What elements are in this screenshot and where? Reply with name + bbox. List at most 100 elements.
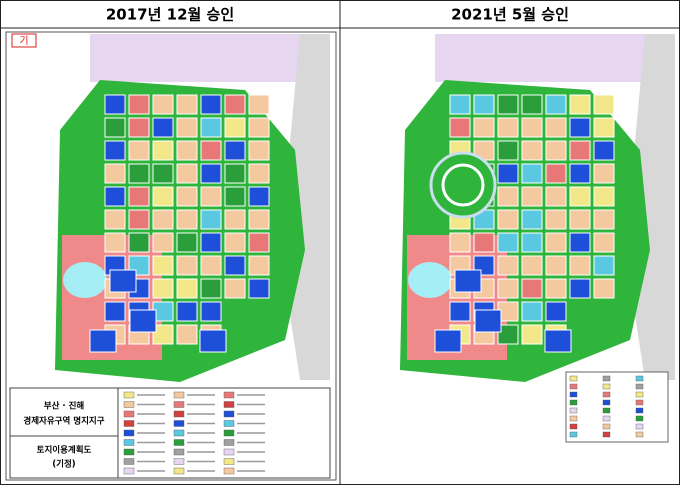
land-block — [593, 232, 615, 253]
legend-swatch — [123, 458, 135, 465]
legend-swatch — [173, 401, 185, 408]
left-title: 2017년 12월 승인 — [106, 6, 234, 24]
legend-swatch — [123, 448, 135, 456]
land-block — [248, 94, 270, 115]
land-block — [449, 94, 471, 115]
land-block — [545, 232, 567, 253]
land-block — [545, 186, 567, 207]
land-block — [593, 209, 615, 230]
land-block — [224, 163, 246, 184]
land-block — [176, 232, 198, 253]
legend-swatch — [569, 391, 578, 398]
land-block — [128, 163, 150, 184]
legend-swatch — [123, 467, 135, 475]
blue-block — [454, 269, 482, 293]
legend-swatch — [173, 429, 185, 437]
legend-swatch — [635, 415, 644, 422]
land-block — [128, 186, 150, 207]
land-block — [593, 117, 615, 138]
land-block — [593, 163, 615, 184]
land-block — [152, 278, 174, 299]
land-block — [569, 278, 591, 299]
land-block — [545, 140, 567, 161]
land-block — [593, 94, 615, 115]
land-block — [248, 140, 270, 161]
legend-swatch — [602, 415, 611, 422]
land-block — [128, 140, 150, 161]
land-block — [569, 117, 591, 138]
legend-swatch — [173, 439, 185, 446]
land-block — [497, 278, 519, 299]
blue-block — [544, 329, 572, 353]
blue-block — [434, 329, 462, 353]
land-block — [569, 140, 591, 161]
land-block — [497, 186, 519, 207]
land-block — [545, 301, 567, 322]
land-block — [545, 117, 567, 138]
land-block — [176, 94, 198, 115]
land-block — [224, 209, 246, 230]
land-block — [200, 209, 222, 230]
land-block — [104, 301, 126, 322]
land-block — [248, 232, 270, 253]
land-block — [593, 140, 615, 161]
legend-box — [565, 371, 669, 443]
legend-swatch — [223, 439, 235, 446]
legend-swatch — [602, 399, 611, 406]
land-block — [248, 186, 270, 207]
right-title: 2021년 5월 승인 — [451, 6, 569, 24]
legend-swatch — [173, 391, 185, 399]
land-block — [200, 163, 222, 184]
land-block — [569, 209, 591, 230]
cyan-zone — [408, 262, 452, 298]
legend-swatch — [223, 467, 235, 475]
legend-swatch — [602, 391, 611, 398]
land-block — [224, 232, 246, 253]
land-block — [104, 94, 126, 115]
land-block — [521, 94, 543, 115]
land-block — [521, 255, 543, 276]
legend-swatch — [635, 407, 644, 414]
land-block — [593, 255, 615, 276]
legend-swatch — [123, 401, 135, 408]
legend-swatch — [123, 391, 135, 399]
legend-swatch — [602, 423, 611, 430]
legend-swatch — [223, 429, 235, 437]
legend-swatch — [602, 375, 611, 382]
land-block — [521, 163, 543, 184]
land-block — [449, 301, 471, 322]
legend-swatch — [635, 383, 644, 390]
land-block — [104, 209, 126, 230]
legend-swatch — [602, 407, 611, 414]
land-block — [104, 186, 126, 207]
land-block — [128, 94, 150, 115]
legend-swatch — [635, 423, 644, 430]
legend-swatch — [123, 420, 135, 427]
land-block — [176, 163, 198, 184]
land-block — [152, 94, 174, 115]
legend-swatch — [635, 399, 644, 406]
land-block — [152, 209, 174, 230]
legend-swatch — [569, 423, 578, 430]
blue-block — [129, 309, 157, 333]
land-block — [449, 232, 471, 253]
land-block — [128, 209, 150, 230]
legend-swatch — [223, 458, 235, 465]
corner-box — [11, 33, 37, 48]
legend-title: 부산 · 진해 — [44, 401, 85, 412]
legend-swatch — [635, 431, 644, 438]
land-block — [224, 255, 246, 276]
legend-swatch — [569, 407, 578, 414]
legend-subtitle: (기정) — [52, 459, 76, 470]
land-block — [449, 117, 471, 138]
land-block — [545, 94, 567, 115]
legend-swatches — [123, 391, 265, 475]
legend-swatch — [569, 415, 578, 422]
land-block — [176, 255, 198, 276]
land-block — [569, 232, 591, 253]
blue-block — [199, 329, 227, 353]
land-block — [521, 324, 543, 345]
legend-swatches — [569, 375, 644, 438]
land-block — [497, 232, 519, 253]
land-block — [200, 278, 222, 299]
